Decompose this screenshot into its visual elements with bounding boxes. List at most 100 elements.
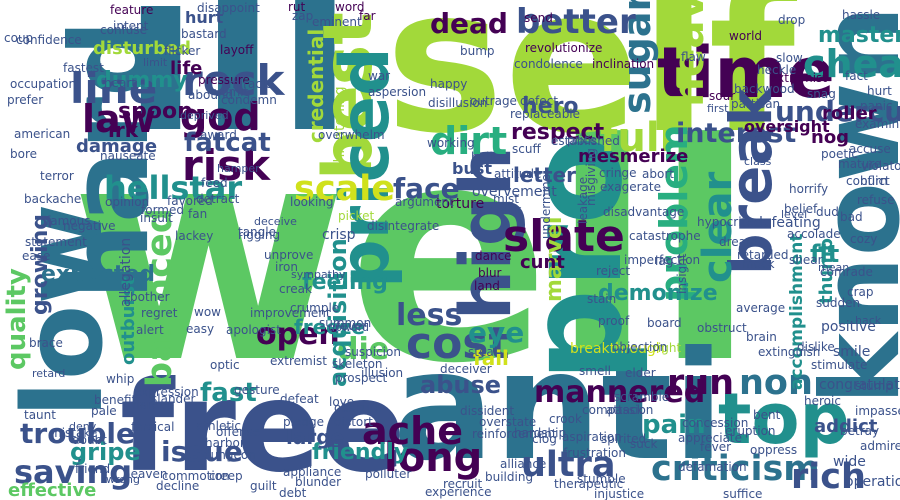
cloud-word: burn bbox=[860, 174, 888, 188]
cloud-word: wide bbox=[833, 454, 866, 470]
cloud-word: vomit bbox=[214, 85, 249, 99]
cloud-word: illusion bbox=[361, 366, 404, 380]
cloud-word: die bbox=[337, 332, 390, 367]
cloud-word: accolade bbox=[787, 227, 841, 241]
cloud-word: belief bbox=[784, 202, 818, 216]
cloud-word: non bbox=[739, 363, 813, 403]
cloud-word: blunder bbox=[295, 475, 342, 489]
cloud-word: dud bbox=[816, 205, 839, 219]
cloud-word: torture bbox=[436, 196, 485, 212]
cloud-word: full bbox=[600, 115, 674, 161]
cloud-word: stump bbox=[855, 379, 893, 393]
cloud-word: long bbox=[384, 435, 483, 481]
cloud-word: backache bbox=[24, 192, 82, 206]
cloud-word: award bbox=[200, 128, 237, 142]
cloud-word: retarded bbox=[737, 248, 789, 262]
cloud-word: bump bbox=[460, 44, 495, 58]
cloud-word: admire bbox=[860, 439, 900, 453]
cloud-word: american bbox=[14, 127, 71, 141]
cloud-word: elder bbox=[625, 366, 656, 380]
cloud-word: bust bbox=[452, 159, 493, 178]
cloud-word: dislike bbox=[797, 340, 835, 354]
cloud-word: doubt bbox=[72, 433, 107, 447]
cloud-word: betray bbox=[840, 424, 880, 438]
cloud-word: cheap bbox=[803, 42, 900, 86]
cloud-word: cozy bbox=[850, 232, 878, 246]
cloud-word: hassle bbox=[842, 8, 881, 22]
cloud-word: risk bbox=[182, 141, 271, 190]
cloud-word: dummy bbox=[96, 68, 188, 93]
cloud-word: guilt bbox=[250, 479, 277, 493]
cloud-word: apologist bbox=[226, 323, 281, 337]
cloud-word: bother bbox=[130, 290, 170, 304]
cloud-word: concession bbox=[682, 416, 749, 430]
cloud-word: hurt bbox=[867, 84, 892, 98]
cloud-word: gripe bbox=[70, 438, 141, 466]
cloud-word: dead bbox=[430, 7, 508, 40]
cloud-word: detract bbox=[196, 192, 240, 206]
cloud-word: positive bbox=[821, 319, 876, 335]
cloud-word: price bbox=[567, 133, 597, 147]
cloud-word: examination bbox=[855, 117, 900, 131]
cloud-word: summon bbox=[319, 316, 372, 330]
cloud-word: fever bbox=[700, 440, 732, 454]
cloud-word: war bbox=[368, 69, 391, 83]
cloud-word: love bbox=[329, 395, 355, 409]
cloud-word: flicker bbox=[164, 44, 201, 58]
cloud-word: offense bbox=[216, 425, 261, 439]
cloud-word: heroic bbox=[804, 394, 841, 408]
cloud-word: lag bbox=[655, 254, 674, 268]
cloud-word: scuff bbox=[512, 142, 541, 156]
cloud-word: compassion bbox=[582, 403, 654, 417]
cloud-word: iron bbox=[275, 260, 298, 274]
cloud-word: stimulate bbox=[811, 358, 868, 372]
cloud-word: inclination bbox=[592, 57, 655, 71]
cloud-word: aspersion bbox=[368, 85, 427, 99]
cloud-word: feeling bbox=[302, 270, 388, 295]
cloud-word: suck bbox=[630, 437, 658, 451]
cloud-word: slander bbox=[151, 392, 196, 406]
cloud-word: partisan bbox=[731, 97, 781, 111]
cloud-word: dissident bbox=[460, 404, 515, 418]
cloud-word: criticism bbox=[651, 449, 820, 489]
cloud-word: deceive bbox=[254, 215, 297, 228]
cloud-word: effective bbox=[8, 480, 97, 500]
cloud-word: eminent bbox=[312, 15, 362, 29]
cloud-word: anti bbox=[393, 320, 725, 494]
cloud-word: better bbox=[516, 2, 636, 42]
cloud-word: deceiver bbox=[440, 362, 492, 376]
cloud-word: fail bbox=[473, 346, 509, 370]
cloud-word: leakage bbox=[576, 176, 590, 224]
cloud-word: bad bbox=[840, 210, 863, 224]
cloud-word: debt bbox=[279, 486, 307, 500]
cloud-word: outrage bbox=[470, 94, 517, 108]
cloud-word: rich bbox=[791, 457, 866, 497]
cloud-word: top bbox=[718, 378, 850, 460]
cloud-word: conflict bbox=[846, 174, 890, 188]
cloud-word: brace bbox=[29, 336, 63, 350]
cloud-word: line bbox=[70, 64, 158, 113]
cloud-word: brain bbox=[746, 330, 777, 344]
cloud-word: abort bbox=[642, 167, 674, 181]
cloud-word: tangle bbox=[238, 225, 276, 239]
cloud-word: attack bbox=[606, 403, 644, 417]
cloud-word: heart bbox=[104, 76, 136, 90]
cloud-word: appreciate bbox=[678, 431, 743, 445]
cloud-word: bellow bbox=[471, 150, 510, 164]
cloud-word: board bbox=[647, 316, 682, 330]
cloud-word: condolence bbox=[514, 57, 583, 71]
cloud-word: whip bbox=[106, 372, 135, 386]
cloud-word: roller bbox=[822, 103, 877, 124]
cloud-word: large bbox=[286, 425, 345, 449]
cloud-word: crumple bbox=[290, 301, 340, 315]
cloud-word: undercut bbox=[775, 95, 900, 128]
cloud-word: dirt bbox=[430, 119, 508, 163]
cloud-word: harbor bbox=[205, 436, 245, 450]
cloud-word: appliance bbox=[283, 465, 342, 479]
cloud-word: revolutionize bbox=[525, 41, 603, 55]
cloud-word: smile bbox=[833, 344, 871, 360]
cloud-word: confidence bbox=[16, 33, 82, 47]
cloud-word: negative bbox=[63, 219, 116, 233]
cloud-word: slate bbox=[503, 211, 625, 262]
cloud-word: fact bbox=[845, 69, 868, 83]
